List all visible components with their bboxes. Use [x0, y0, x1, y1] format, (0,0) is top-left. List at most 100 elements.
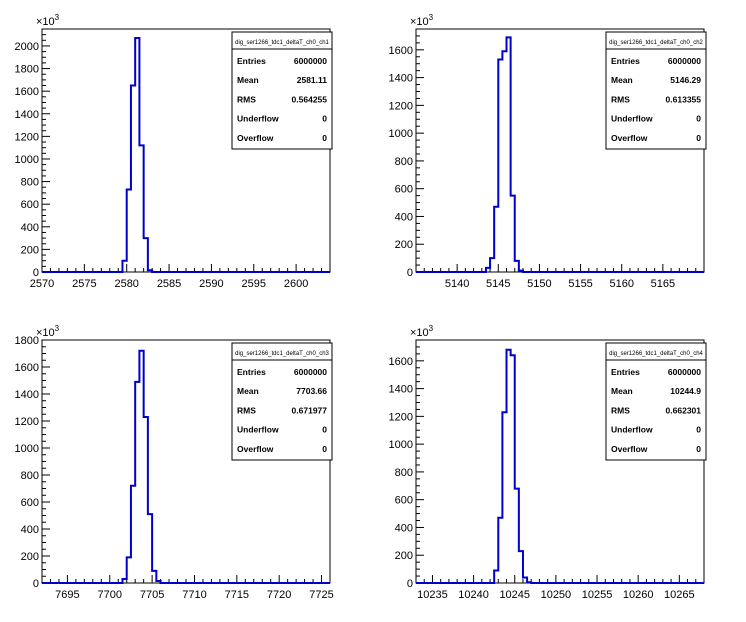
x-tick-label: 5160 [609, 278, 633, 290]
y-tick-label: 1400 [389, 73, 413, 85]
stats-value: 0 [322, 114, 327, 124]
stats-value: 0 [696, 425, 701, 435]
x-tick-label: 5145 [486, 278, 510, 290]
y-exponent-power: 3 [429, 13, 434, 22]
y-exponent-label: ×103 [36, 13, 60, 28]
y-tick-label: 1200 [389, 100, 413, 112]
x-tick-label: 2570 [30, 278, 54, 290]
x-tick-label: 7700 [98, 589, 122, 601]
histogram-line [416, 36, 704, 273]
stats-label: Mean [237, 386, 259, 396]
stats-label: RMS [237, 405, 256, 415]
stats-label: Entries [611, 56, 640, 66]
histogram-line [42, 349, 330, 584]
y-tick-label: 400 [21, 222, 39, 234]
y-exponent-base: ×10 [410, 327, 429, 339]
y-tick-label: 1000 [389, 128, 413, 140]
stats-value: 5146.29 [670, 75, 701, 85]
histogram-panel-3: 0 200 400 600 800 1000 1200 1400 1600 1800 7695 770… [15, 324, 334, 601]
y-exponent-power: 3 [55, 324, 60, 333]
histogram-bin [502, 51, 506, 272]
y-exponent-base: ×10 [36, 327, 55, 339]
y-exponent-base: ×10 [410, 16, 429, 28]
y-tick-label: 1800 [15, 335, 39, 347]
x-tick-label: 7705 [140, 589, 164, 601]
y-tick-label: 0 [33, 578, 39, 590]
stats-value: 6000000 [294, 367, 327, 377]
y-tick-label: 1200 [389, 411, 413, 423]
y-tick-label: 600 [21, 497, 39, 509]
stats-value: 0 [696, 133, 701, 143]
x-tick-label: 5140 [445, 278, 469, 290]
x-tick-label: 5155 [568, 278, 592, 290]
y-tick-label: 1600 [389, 356, 413, 368]
stats-box [605, 31, 707, 150]
x-tick-label: 2575 [72, 278, 96, 290]
y-tick-label: 200 [21, 244, 39, 256]
y-tick-label: 200 [21, 551, 39, 563]
stats-value: 6000000 [668, 56, 701, 66]
stats-box [231, 31, 333, 150]
y-tick-label: 1400 [389, 384, 413, 396]
y-tick-label: 200 [395, 239, 413, 251]
y-tick-label: 800 [395, 156, 413, 168]
y-tick-label: 600 [395, 495, 413, 507]
y-tick-label: 0 [407, 578, 413, 590]
y-tick-label: 400 [395, 211, 413, 223]
stats-label: Underflow [237, 425, 279, 435]
stats-value: 0 [322, 133, 327, 143]
x-tick-label: 2585 [157, 278, 181, 290]
stats-label: Overflow [611, 133, 648, 143]
stats-value: 0 [322, 425, 327, 435]
x-tick-label: 10250 [541, 589, 572, 601]
x-tick-label: 10260 [623, 589, 654, 601]
y-tick-label: 600 [21, 199, 39, 211]
stats-title: dig_ser1266_tdc1_deltaT_ch0_ch1 [235, 40, 329, 46]
stats-box [605, 342, 707, 461]
y-tick-label: 1000 [15, 443, 39, 455]
stats-title: dig_ser1266_tdc1_deltaT_ch0_ch3 [235, 351, 329, 357]
y-tick-label: 1600 [15, 362, 39, 374]
y-exponent-power: 3 [55, 13, 60, 22]
histogram-panel-1: 0 200 400 600 800 1000 1200 1400 1600 1800 2000 257… [15, 13, 333, 290]
y-tick-label: 1400 [15, 109, 39, 121]
y-tick-label: 0 [407, 267, 413, 279]
stats-label: Overflow [237, 133, 274, 143]
stats-value: 2581.11 [297, 75, 328, 85]
stats-value: 0.662301 [666, 405, 702, 415]
x-tick-label: 10245 [499, 589, 530, 601]
y-tick-label: 800 [395, 467, 413, 479]
x-tick-label: 10255 [582, 589, 613, 601]
y-tick-label: 1600 [389, 45, 413, 57]
stats-value: 7703.66 [296, 386, 327, 396]
y-exponent-power: 3 [429, 324, 434, 333]
x-tick-label: 7720 [267, 589, 291, 601]
stats-label: RMS [611, 94, 630, 104]
stats-label: Mean [237, 75, 259, 85]
x-tick-label: 2595 [242, 278, 266, 290]
stats-label: Underflow [237, 114, 279, 124]
y-tick-label: 1400 [15, 389, 39, 401]
y-exponent-base: ×10 [36, 16, 55, 28]
stats-value: 6000000 [294, 56, 327, 66]
histogram-panel-2: 0 200 400 600 800 1000 1200 1400 1600 5140 5145 515… [389, 13, 707, 290]
x-tick-label: 10240 [458, 589, 489, 601]
x-tick-label: 7695 [55, 589, 79, 601]
stats-title: dig_ser1266_tdc1_deltaT_ch0_ch4 [609, 351, 703, 357]
x-tick-label: 7710 [182, 589, 206, 601]
stats-value: 0.671977 [292, 405, 328, 415]
stats-label: Overflow [611, 444, 648, 454]
stats-value: 10244.9 [670, 386, 701, 396]
stats-label: Entries [237, 56, 266, 66]
stats-label: Underflow [611, 114, 653, 124]
x-tick-label: 10235 [417, 589, 448, 601]
histogram-line [416, 348, 704, 584]
stats-label: Entries [611, 367, 640, 377]
y-tick-label: 800 [21, 177, 39, 189]
histogram-panel-4: 0 200 400 600 800 1000 1200 1400 1600 10235 10240 1… [389, 324, 707, 601]
y-tick-label: 400 [395, 522, 413, 534]
x-tick-label: 5165 [651, 278, 675, 290]
stats-label: Underflow [611, 425, 653, 435]
y-tick-label: 0 [33, 267, 39, 279]
